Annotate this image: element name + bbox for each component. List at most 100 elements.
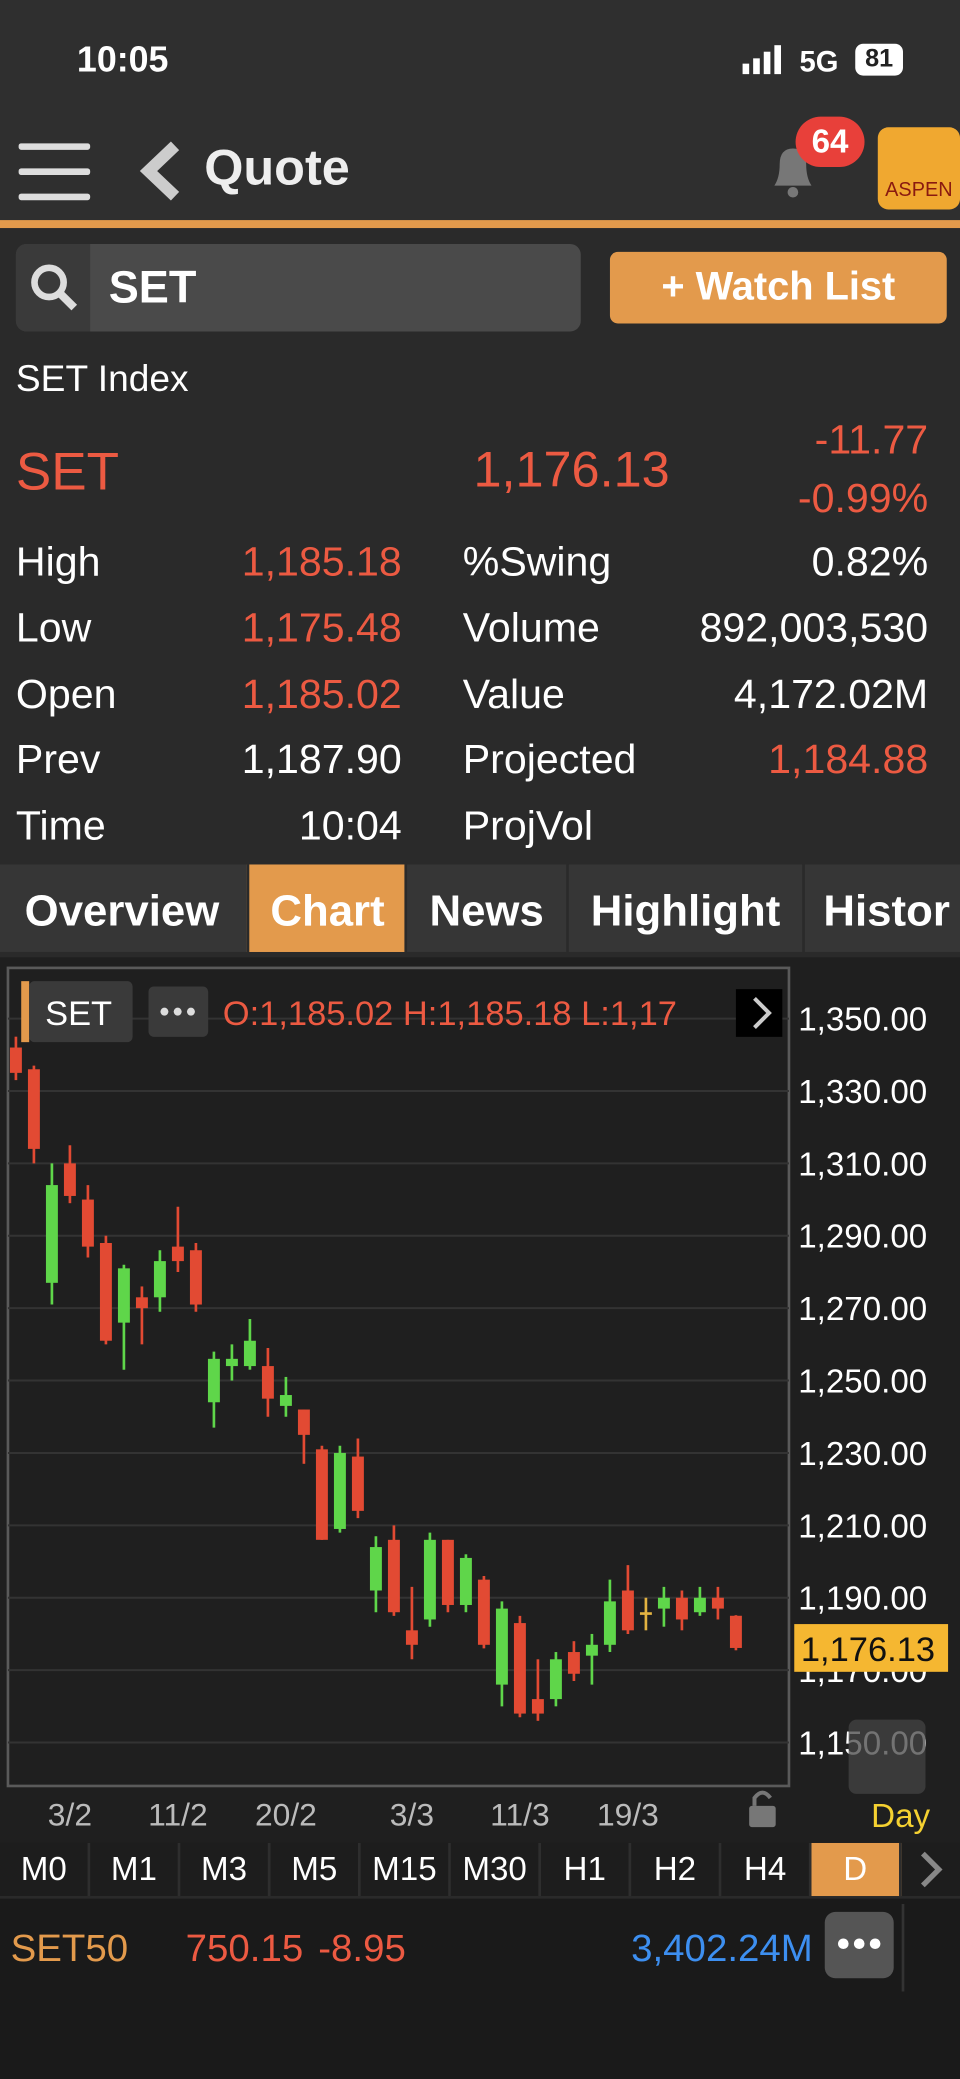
timeframe[interactable]: M15 [361,1842,451,1897]
stat-value: 0.82% [811,538,929,585]
candle-body [459,1557,472,1605]
quote-name: SET Index [15,357,189,400]
ticker-name: SET50 [10,1927,129,1971]
stat-label: %Swing [462,538,612,585]
tab[interactable]: Overview [24,885,220,935]
candle-body [621,1590,634,1631]
stat-label: Open [15,670,117,717]
candle-body [351,1456,364,1511]
stat-value: 10:04 [298,802,402,849]
x-tick-label: 3/2 [48,1797,92,1833]
candle-body [225,1358,238,1367]
timeframe[interactable]: M1 [90,1842,181,1897]
timeframe-bar [0,1842,960,1897]
candle-body [585,1644,598,1656]
chart: 1,150.001,170.001,190.001,210.001,230.00… [6,966,949,1835]
ticker-value: 3,402.24M [631,1927,813,1971]
stat-value: 1,175.48 [241,604,402,651]
network: 5G [799,45,839,79]
stat-label: Time [15,802,106,849]
candle-body [387,1539,400,1613]
candle-body [27,1069,40,1149]
y-tick-label: 1,270.00 [798,1291,927,1328]
logo[interactable]: ASPEN [877,127,960,210]
x-tick-label: 20/2 [255,1797,317,1833]
search-box[interactable] [15,243,581,332]
legend-dot [173,1007,182,1016]
search-query[interactable]: SET [108,262,197,313]
last-price-label: 1,176.13 [801,1631,935,1669]
timeframe[interactable]: H1 [541,1842,632,1897]
back-button[interactable] [135,141,183,202]
candle-body [513,1623,526,1714]
period-label: Day [871,1798,930,1835]
candle-body [675,1597,688,1620]
zoom-button [848,1719,926,1794]
timeframe[interactable]: M3 [180,1842,271,1897]
page-title: Quote [204,140,350,197]
candle-body [711,1597,724,1609]
stat-value: 1,187.90 [241,736,402,783]
tab[interactable]: Histor [802,864,960,952]
candle-body [477,1579,490,1645]
tab[interactable]: Highlight [566,864,802,952]
stat-label: Low [15,604,92,651]
timeframe[interactable]: M30 [451,1842,541,1897]
quote-last: 1,176.13 [473,442,670,499]
y-tick-label: 1,350.00 [798,1002,927,1039]
signal-icon [742,45,781,75]
search-icon-bg [15,243,91,332]
y-tick-label: 1,190.00 [798,1581,927,1618]
lock-shackle [752,1790,772,1806]
watch-list-button[interactable]: + Watch List [609,251,947,324]
candle-body [567,1652,580,1674]
last-price-tag [794,1624,949,1672]
more-dots [838,1938,881,1950]
legend-symbol: SET [45,995,112,1033]
candle-body [99,1243,112,1341]
stat-label: Value [462,670,565,717]
x-tick-label: 11/3 [490,1797,550,1833]
candle-body [639,1612,652,1615]
candle-body [135,1297,148,1309]
status-time: 10:05 [76,39,169,80]
candle-body [261,1366,274,1399]
y-tick-label: 1,330.00 [798,1074,927,1111]
divider [0,220,960,229]
plot-area [6,966,791,1788]
menu-button[interactable] [18,143,93,201]
candle-body [63,1163,76,1196]
x-tick-label: 3/3 [390,1797,434,1833]
ohlc-arrow [753,996,772,1029]
candle-body [369,1547,382,1591]
candle-body [9,1047,22,1073]
tab[interactable]: News [404,864,566,952]
y-tick-label: 1,290.00 [798,1219,927,1256]
candle-body [171,1246,184,1262]
ticker-change: -8.95 [318,1927,406,1971]
candle-body [153,1261,166,1298]
scroll-arrow[interactable] [918,1848,958,1890]
candle-body [495,1608,508,1685]
stat-label: ProjVol [462,802,594,849]
ohlc-text: O:1,185.02 H:1,185.18 L:1,17 [223,995,677,1033]
candle-body [441,1539,454,1605]
candle-body [189,1250,202,1305]
candle-body [279,1395,292,1406]
candle-body [693,1597,706,1613]
timeframe[interactable]: M0 [0,1842,91,1897]
ticker-bar [0,1898,960,2079]
timeframe[interactable]: M5 [270,1842,361,1897]
candle-body [81,1199,94,1247]
timeframe[interactable]: D [811,1842,902,1897]
candle-body [315,1449,328,1540]
quote-percent: -0.99% [797,474,929,522]
stat-label: High [15,538,101,585]
tab[interactable]: Chart [246,864,406,952]
timeframe[interactable]: H2 [631,1842,722,1897]
quote-change: -11.77 [814,416,929,463]
timeframe[interactable]: H4 [721,1842,812,1897]
legend-dot [160,1007,169,1016]
y-tick-label: 1,230.00 [798,1436,927,1473]
